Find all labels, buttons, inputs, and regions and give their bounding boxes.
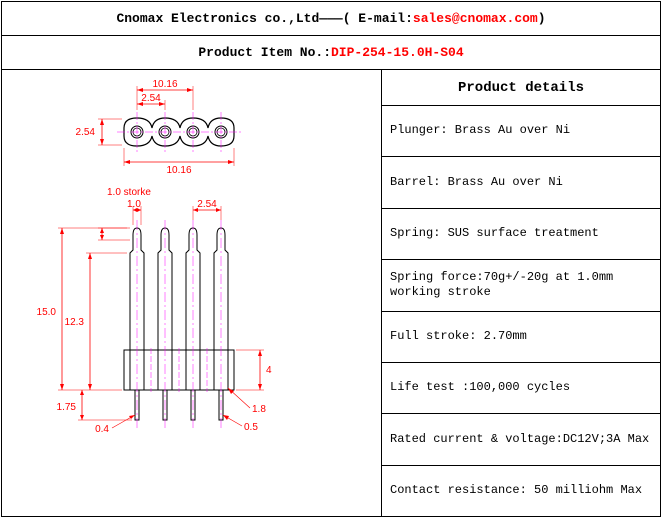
product-number-row: Product Item No.: DIP-254-15.0H-S04 bbox=[2, 36, 660, 70]
side-view: 1.0 storke 1.0 bbox=[37, 187, 272, 435]
dim-side-pitch: 2.54 bbox=[197, 199, 217, 210]
top-view: 10.16 2.54 2.54 bbox=[76, 79, 242, 176]
dim-5.08: 10.16 bbox=[152, 79, 177, 90]
dim-tail-0.5: 0.5 bbox=[244, 422, 258, 433]
detail-barrel: Barrel: Brass Au over Ni bbox=[382, 157, 660, 208]
product-label: Product Item No.: bbox=[198, 45, 331, 60]
dim-base-4: 4 bbox=[266, 365, 272, 376]
detail-life-test: Life test :100,000 cycles bbox=[382, 363, 660, 414]
details-panel: Product details Plunger: Brass Au over N… bbox=[382, 70, 660, 516]
dim-shoulder-1.8: 1.8 bbox=[252, 404, 266, 415]
dim-overall-h: 15.0 bbox=[37, 307, 57, 318]
company-header: Cnomax Electronics co.,Ltd———( E-mail: s… bbox=[2, 2, 660, 36]
detail-spring: Spring: SUS surface treatment bbox=[382, 209, 660, 260]
datasheet-frame: Cnomax Electronics co.,Ltd———( E-mail: s… bbox=[1, 1, 661, 517]
dim-height-2.54: 2.54 bbox=[76, 127, 96, 138]
detail-spring-force: Spring force:70g+/-20g at 1.0mm working … bbox=[382, 260, 660, 311]
company-name: Cnomax Electronics co.,Ltd———( E-mail: bbox=[116, 11, 412, 26]
main-area: 10.16 2.54 2.54 bbox=[2, 70, 660, 516]
dim-stroke-label: 1.0 storke bbox=[107, 187, 151, 198]
company-suffix: ) bbox=[538, 11, 546, 26]
detail-rated: Rated current & voltage:DC12V;3A Max bbox=[382, 414, 660, 465]
dim-overall-w: 10.16 bbox=[166, 165, 191, 176]
product-item-no: DIP-254-15.0H-S04 bbox=[331, 45, 464, 60]
dim-pitch-2.54: 2.54 bbox=[141, 93, 161, 104]
details-title: Product details bbox=[382, 70, 660, 106]
company-email: sales@cnomax.com bbox=[413, 11, 538, 26]
dim-tail-1.75: 1.75 bbox=[57, 402, 77, 413]
dim-tip-1.0: 1.0 bbox=[127, 199, 141, 210]
detail-contact-res: Contact resistance: 50 milliohm Max bbox=[382, 466, 660, 516]
detail-plunger: Plunger: Brass Au over Ni bbox=[382, 106, 660, 157]
drawing-panel: 10.16 2.54 2.54 bbox=[2, 70, 382, 516]
technical-drawing: 10.16 2.54 2.54 bbox=[2, 70, 382, 518]
detail-full-stroke: Full stroke: 2.70mm bbox=[382, 312, 660, 363]
dim-body-h: 12.3 bbox=[65, 317, 85, 328]
dim-tail-0.4: 0.4 bbox=[95, 424, 109, 435]
